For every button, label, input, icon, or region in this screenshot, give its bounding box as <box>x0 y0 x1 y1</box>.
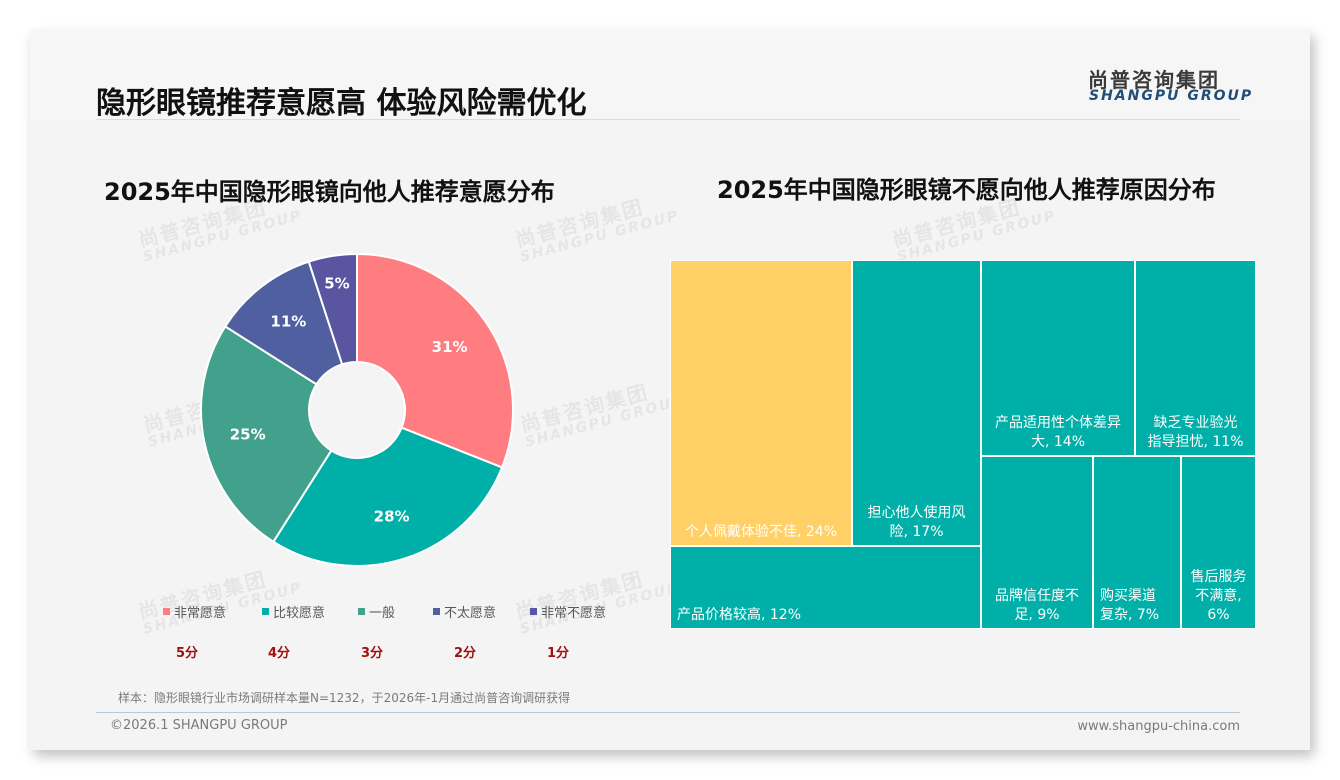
treemap-tile: 担心他人使用风 险, 17% <box>852 260 981 546</box>
treemap-chart: 个人佩戴体验不佳, 24% 担心他人使用风 险, 17% 产品价格较高, 12% 产品… <box>670 260 1256 629</box>
legend-item-very-unwilling: 非常不愿意 <box>530 602 606 621</box>
treemap-tile: 个人佩戴体验不佳, 24% <box>670 260 852 546</box>
donut-slice <box>223 260 344 386</box>
treemap-tile-label: 个人佩戴体验不佳, 24% <box>684 524 838 540</box>
score-label: 5分 <box>176 646 199 661</box>
treemap-tile-label: 售后服务 不满意, 6% <box>1190 569 1247 623</box>
treemap-tile: 购买渠道 复杂, 7% <box>1093 456 1181 629</box>
score-label: 1分 <box>547 646 570 661</box>
score-label: 2分 <box>454 646 477 661</box>
treemap-tile-label: 产品价格较高, 12% <box>677 607 802 623</box>
legend-swatch <box>530 608 537 615</box>
title-divider <box>96 119 1240 120</box>
legend-swatch <box>163 608 170 615</box>
treemap-tile-label: 担心他人使用风 险, 17% <box>867 505 966 540</box>
legend-item-neutral: 一般 <box>358 602 395 621</box>
legend-item-very-willing: 非常愿意 <box>163 602 226 621</box>
treemap-chart-title: 2025年中国隐形眼镜不愿向他人推荐原因分布 <box>717 176 1216 204</box>
copyright: ©2026.1 SHANGPU GROUP <box>110 718 288 733</box>
logo-chinese: 尚普咨询集团 <box>1088 68 1220 92</box>
treemap-tile-label: 产品适用性个体差异 大, 14% <box>995 415 1121 450</box>
treemap-tile: 产品适用性个体差异 大, 14% <box>981 260 1135 456</box>
donut-chart: 31% 28% 25% 11% 5% <box>200 252 514 567</box>
legend-swatch <box>358 608 365 615</box>
treemap-tile: 售后服务 不满意, 6% <box>1181 456 1256 629</box>
treemap-tile: 缺乏专业验光 指导担忧, 11% <box>1135 260 1256 456</box>
legend-swatch <box>262 608 269 615</box>
donut-slice <box>356 252 514 469</box>
donut-slice <box>272 426 504 567</box>
pie-chart-title: 2025年中国隐形眼镜向他人推荐意愿分布 <box>104 178 555 206</box>
sample-note: 样本：隐形眼镜行业市场调研样本量N=1232，于2026年-1月通过尚普咨询调研… <box>118 691 571 705</box>
slice-label: 11% <box>270 313 306 331</box>
donut-slice <box>307 252 358 366</box>
legend-item-unwilling: 不太愿意 <box>433 602 496 621</box>
treemap-tile-label: 缺乏专业验光 指导担忧, 11% <box>1147 415 1244 450</box>
donut-slice <box>200 325 333 544</box>
slice-label: 25% <box>230 425 266 443</box>
slice-label: 5% <box>324 275 349 293</box>
score-label: 3分 <box>361 646 384 661</box>
legend-swatch <box>433 608 440 615</box>
treemap-tile-label: 品牌信任度不 足, 9% <box>995 588 1079 623</box>
footer-divider <box>96 712 1240 713</box>
treemap-tile: 品牌信任度不 足, 9% <box>981 456 1093 629</box>
treemap-tile-label: 购买渠道 复杂, 7% <box>1100 588 1160 623</box>
slide: 隐形眼镜推荐意愿高 体验风险需优化 尚普咨询集团 SHANGPU GROUP 尚… <box>30 30 1310 750</box>
logo-english: SHANGPU GROUP <box>1089 88 1254 104</box>
header-band <box>30 30 1310 120</box>
legend-item-willing: 比较愿意 <box>262 602 325 621</box>
score-label: 4分 <box>268 646 291 661</box>
website-link: www.shangpu-china.com <box>1077 719 1240 734</box>
slice-label: 28% <box>374 508 410 526</box>
page-title: 隐形眼镜推荐意愿高 体验风险需优化 <box>96 86 587 121</box>
pie-legend: 非常愿意 比较愿意 一般 不太愿意 非常不愿意 <box>160 602 640 622</box>
treemap-tile: 产品价格较高, 12% <box>670 546 981 629</box>
slice-label: 31% <box>432 338 468 356</box>
